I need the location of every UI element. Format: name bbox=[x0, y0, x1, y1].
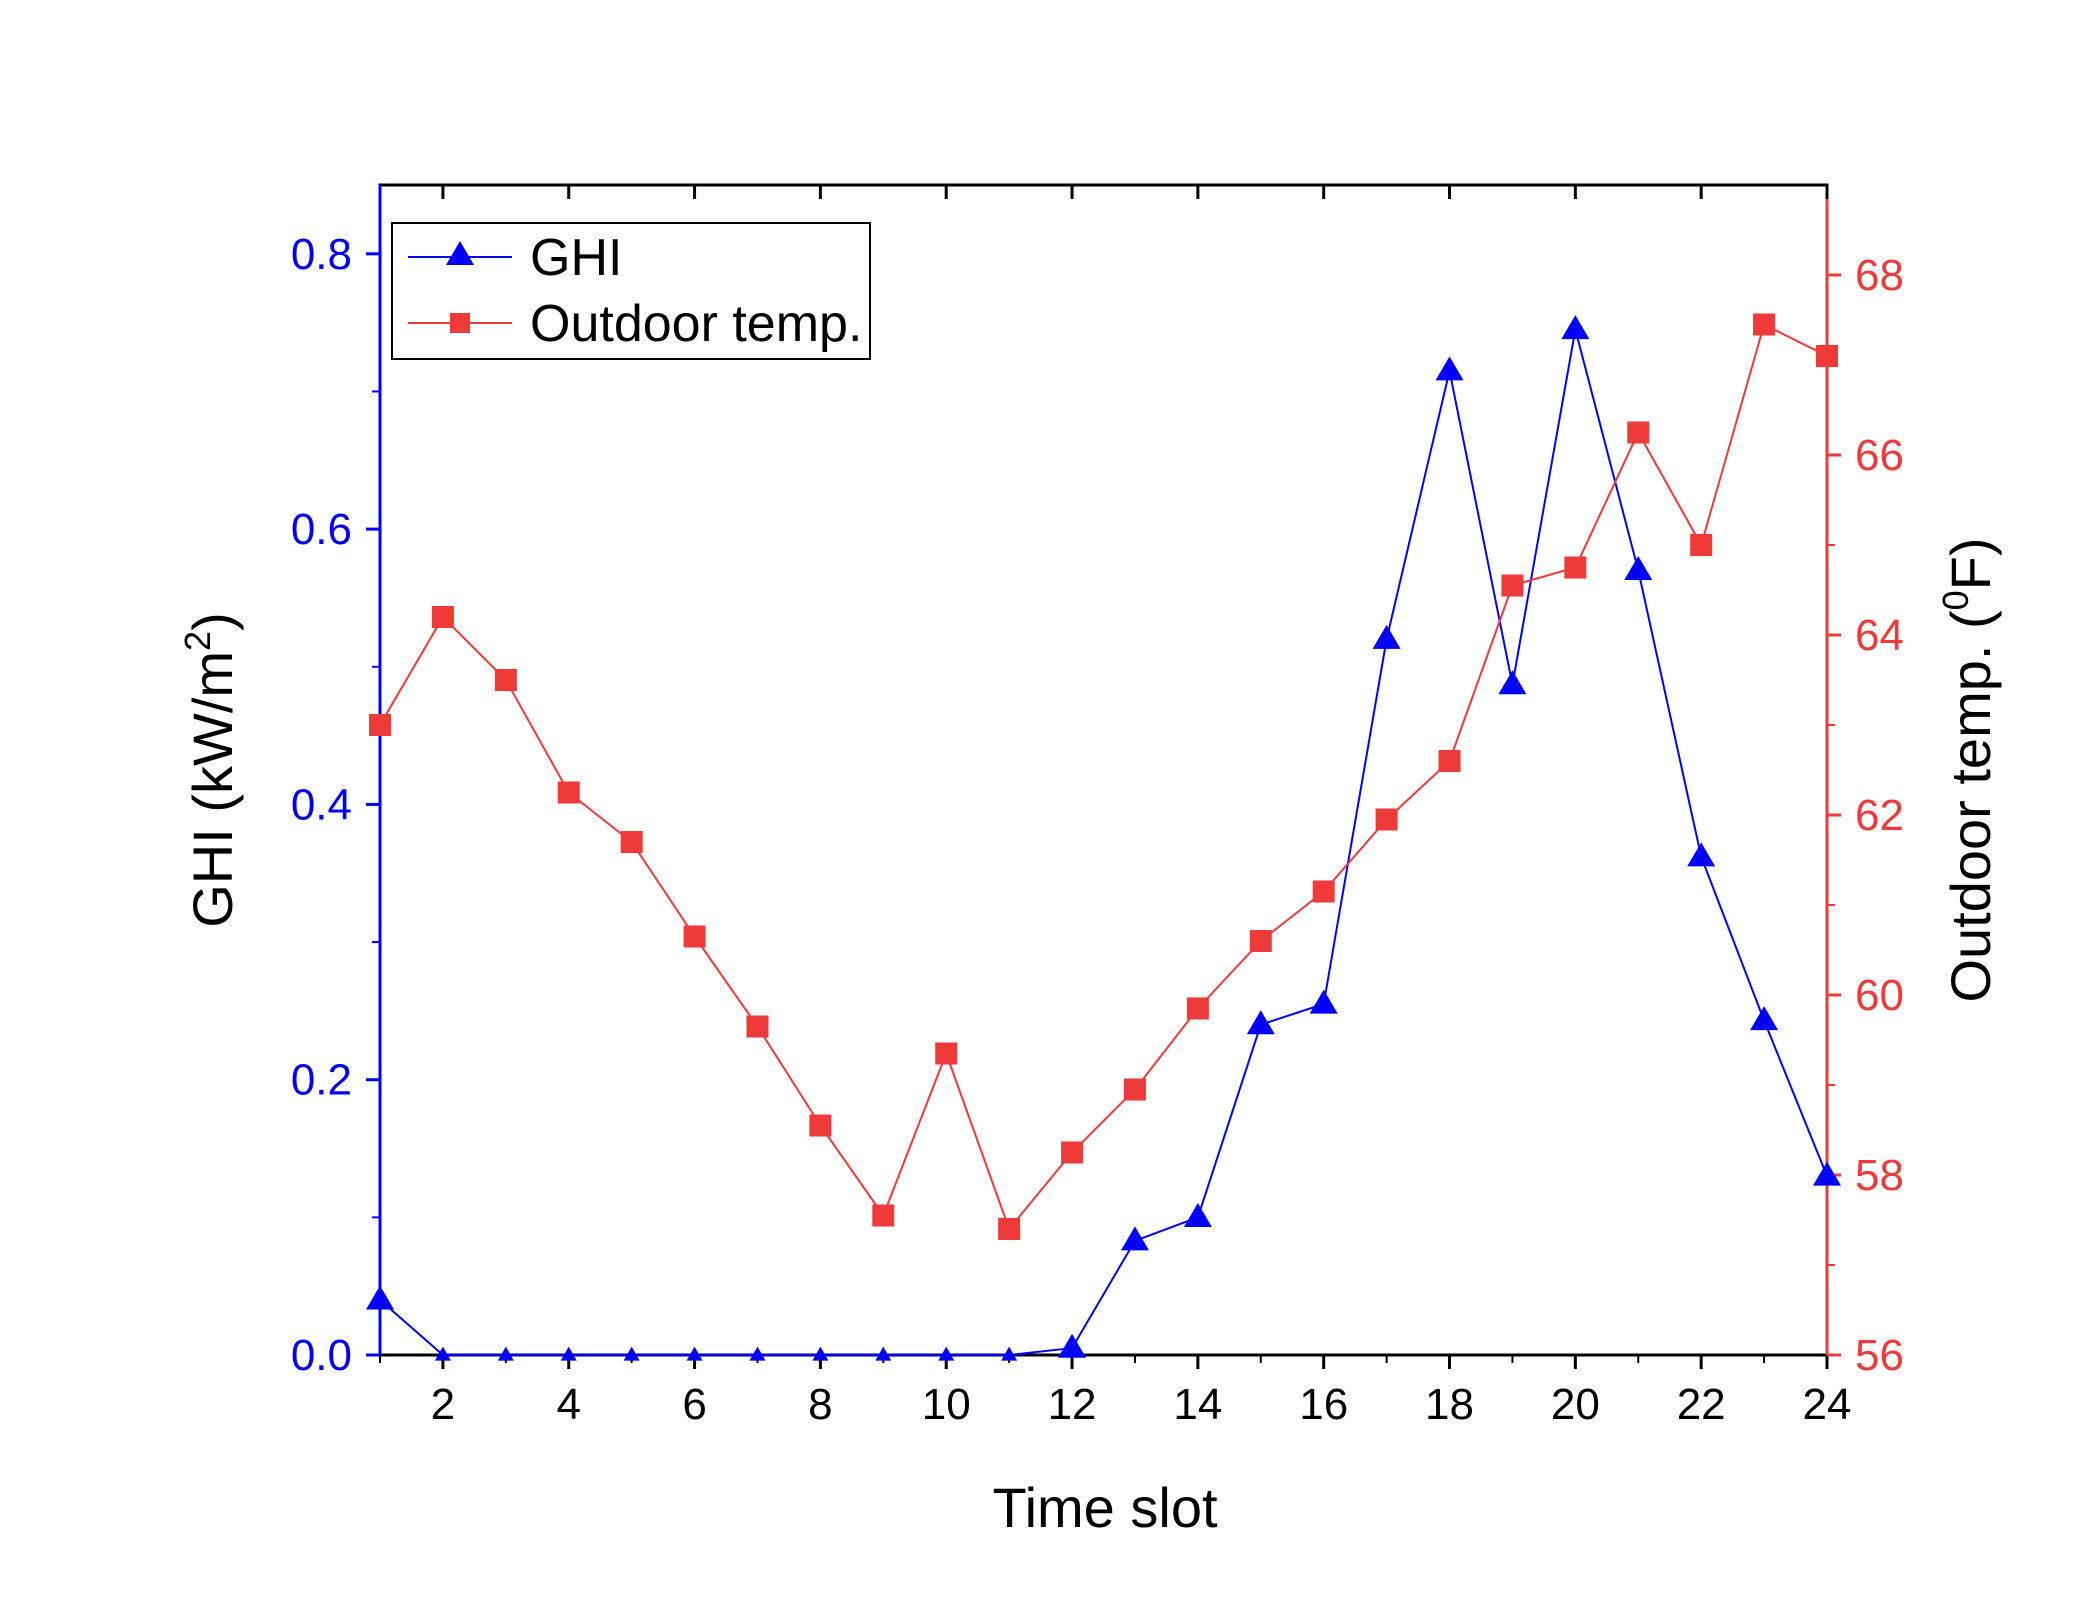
ghi-point bbox=[686, 1346, 703, 1361]
ghi-point bbox=[1309, 989, 1338, 1014]
outdoor-temp-point bbox=[935, 1042, 958, 1065]
ghi-point bbox=[1687, 842, 1716, 867]
outdoor-temp-point bbox=[1690, 534, 1713, 556]
legend-ghi-label: GHI bbox=[530, 229, 622, 287]
outdoor-temp-point bbox=[494, 669, 517, 691]
right-y-tick-label: 58 bbox=[1855, 1151, 1904, 1200]
ghi-point bbox=[1372, 624, 1401, 649]
outdoor-temp-point bbox=[809, 1114, 832, 1137]
outdoor-temp-point bbox=[1123, 1078, 1146, 1101]
x-tick-label: 2 bbox=[431, 1380, 455, 1429]
outdoor-temp-point bbox=[746, 1015, 769, 1038]
outdoor-temp-point bbox=[1564, 556, 1587, 579]
left-y-tick-label: 0.6 bbox=[291, 505, 352, 554]
outdoor-temp-point bbox=[369, 714, 391, 736]
ghi-series-line bbox=[379, 329, 1828, 1356]
right-y-tick-label: 60 bbox=[1855, 971, 1904, 1020]
left-y-tick-label: 0.8 bbox=[291, 230, 352, 279]
x-tick-label: 10 bbox=[922, 1380, 971, 1429]
outdoor-temp-point bbox=[431, 606, 454, 628]
ghi-point bbox=[812, 1346, 829, 1361]
outdoor-temp-point bbox=[620, 831, 643, 853]
outdoor-temp-point bbox=[998, 1218, 1021, 1240]
right-y-axis-ticks: 56 58 60 62 64 66 68 bbox=[1827, 251, 1904, 1380]
x-axis-title: Time slot bbox=[992, 1476, 1218, 1539]
x-tick-label: 18 bbox=[1425, 1380, 1474, 1429]
right-y-tick-label: 62 bbox=[1855, 791, 1904, 840]
ghi-point bbox=[623, 1346, 640, 1361]
outdoor-temp-point bbox=[1627, 421, 1650, 444]
right-y-tick-label: 64 bbox=[1855, 611, 1904, 660]
right-y-tick-label: 56 bbox=[1855, 1331, 1904, 1380]
x-tick-label: 24 bbox=[1803, 1380, 1852, 1429]
left-y-tick-label: 0.0 bbox=[291, 1331, 352, 1380]
ghi-point bbox=[875, 1346, 892, 1361]
right-y-tick-label: 66 bbox=[1855, 431, 1904, 480]
ghi-point bbox=[366, 1285, 394, 1310]
outdoor-temp-point bbox=[1501, 574, 1524, 597]
outdoor-temp-point bbox=[1186, 997, 1209, 1020]
ghi-point bbox=[1120, 1226, 1149, 1251]
x-tick-label: 4 bbox=[556, 1380, 580, 1429]
ghi-point bbox=[1001, 1346, 1018, 1361]
x-tick-label: 16 bbox=[1299, 1380, 1348, 1429]
ghi-point bbox=[1624, 556, 1653, 581]
right-y-axis-title-end: F) bbox=[1939, 537, 2002, 590]
ghi-point bbox=[1435, 356, 1464, 381]
ghi-point bbox=[497, 1346, 514, 1361]
plot-area-frame bbox=[378, 183, 1829, 1357]
left-y-axis-title: GHI (kW/m2) bbox=[177, 612, 244, 928]
legend-ghi-marker bbox=[446, 241, 474, 265]
ghi-point bbox=[434, 1346, 451, 1361]
x-tick-label: 14 bbox=[1173, 1380, 1222, 1429]
outdoor-temp-point bbox=[1816, 345, 1838, 367]
ghi-point bbox=[1246, 1010, 1275, 1035]
x-tick-label: 6 bbox=[682, 1380, 706, 1429]
right-y-axis-title: Outdoor temp. (0F) bbox=[1935, 537, 2002, 1002]
outdoor-temp-point bbox=[1375, 808, 1398, 831]
legend-temp-marker bbox=[450, 313, 470, 333]
ghi-point bbox=[749, 1346, 766, 1361]
series-layer bbox=[366, 313, 1841, 1361]
left-y-axis-ticks: 0.0 0.2 0.4 0.6 0.8 bbox=[291, 230, 380, 1380]
outdoor-temp-point bbox=[1438, 750, 1461, 772]
right-y-axis-title-main: Outdoor temp. ( bbox=[1939, 610, 2002, 1003]
x-axis-ticks: 2 4 6 8 10 12 14 16 18 20 22 24 bbox=[379, 185, 1852, 1429]
x-tick-label: 12 bbox=[1048, 1380, 1097, 1429]
left-y-axis-title-superscript: 2 bbox=[177, 631, 218, 651]
legend: GHI Outdoor temp. bbox=[391, 222, 871, 360]
left-y-axis-title-end: ) bbox=[181, 612, 244, 631]
legend-box bbox=[391, 222, 871, 360]
left-y-axis-title-main: GHI (kW/m bbox=[181, 651, 244, 928]
outdoor-temp-point bbox=[1249, 930, 1272, 952]
ghi-point bbox=[938, 1346, 955, 1361]
outdoor-temp-point bbox=[557, 781, 580, 804]
legend-temp-label: Outdoor temp. bbox=[530, 295, 862, 353]
outdoor-temp-point bbox=[1061, 1141, 1084, 1164]
left-y-tick-label: 0.4 bbox=[291, 780, 352, 829]
right-y-axis-title-superscript: 0 bbox=[1935, 590, 1976, 610]
outdoor-temp-point bbox=[1312, 880, 1335, 903]
x-tick-label: 20 bbox=[1551, 1380, 1600, 1429]
outdoor-temp-point bbox=[1753, 313, 1776, 336]
ghi-point bbox=[1498, 670, 1527, 695]
ghi-point bbox=[1058, 1333, 1087, 1358]
right-y-tick-label: 68 bbox=[1855, 251, 1904, 300]
ghi-point bbox=[1750, 1006, 1779, 1031]
outdoor-temp-point bbox=[683, 925, 706, 948]
outdoor-temp-point bbox=[872, 1204, 895, 1227]
ghi-point bbox=[1183, 1202, 1212, 1227]
ghi-point bbox=[560, 1346, 577, 1361]
x-tick-label: 8 bbox=[808, 1380, 832, 1429]
ghi-point bbox=[1813, 1161, 1841, 1186]
x-tick-label: 22 bbox=[1677, 1380, 1726, 1429]
ghi-point bbox=[1561, 315, 1590, 340]
left-y-tick-label: 0.2 bbox=[291, 1056, 352, 1105]
